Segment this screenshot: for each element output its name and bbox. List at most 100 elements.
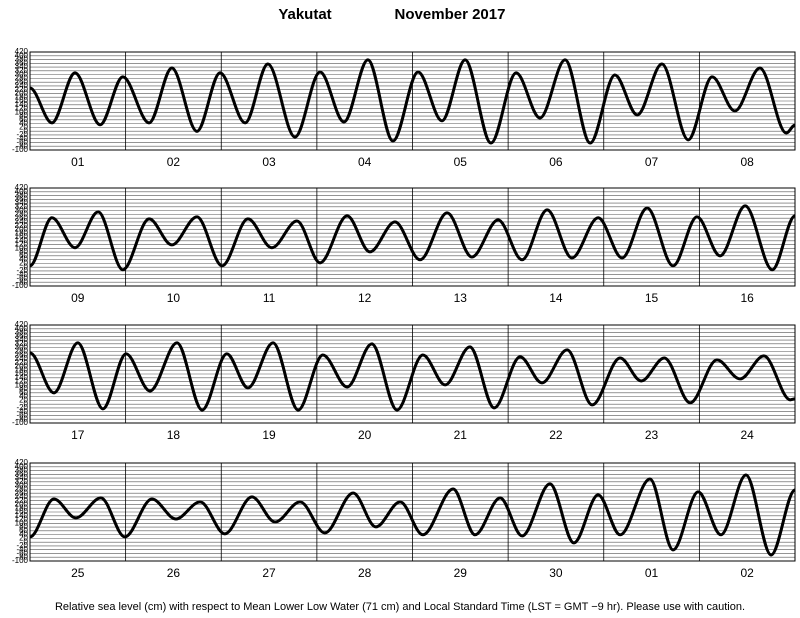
x-tick-label: 26 bbox=[167, 566, 181, 580]
y-tick-label: 140 bbox=[15, 373, 29, 382]
y-tick-label: -100 bbox=[12, 281, 29, 290]
y-tick-label: 220 bbox=[15, 221, 29, 230]
x-tick-label: 10 bbox=[167, 291, 181, 305]
y-tick-label: 20 bbox=[19, 122, 28, 131]
y-tick-label: 0 bbox=[24, 399, 29, 408]
y-tick-label: 180 bbox=[15, 503, 29, 512]
y-tick-label: -40 bbox=[16, 134, 28, 143]
x-tick-label: 01 bbox=[645, 566, 659, 580]
month-title: November 2017 bbox=[395, 6, 506, 23]
x-tick-label: 22 bbox=[549, 428, 563, 442]
y-tick-label: 160 bbox=[15, 369, 29, 378]
y-tick-label: 280 bbox=[15, 346, 29, 355]
x-tick-label: 25 bbox=[71, 566, 85, 580]
y-tick-label: -20 bbox=[16, 266, 28, 275]
y-tick-label: 180 bbox=[15, 92, 29, 101]
x-tick-label: 24 bbox=[741, 428, 755, 442]
y-tick-label: 380 bbox=[15, 466, 29, 475]
x-tick-label: 11 bbox=[263, 291, 276, 305]
y-tick-label: 140 bbox=[15, 511, 29, 520]
y-tick-label: 80 bbox=[19, 522, 28, 531]
y-tick-label: 120 bbox=[15, 240, 29, 249]
y-tick-label: -80 bbox=[16, 277, 28, 286]
x-tick-label: 18 bbox=[167, 428, 181, 442]
y-tick-label: 220 bbox=[15, 358, 29, 367]
y-tick-label: 120 bbox=[15, 377, 29, 386]
y-tick-label: -40 bbox=[16, 270, 28, 279]
y-tick-label: 320 bbox=[15, 339, 29, 348]
x-tick-label: 28 bbox=[358, 566, 372, 580]
y-tick-label: 420 bbox=[15, 458, 29, 467]
plot-frame bbox=[29, 51, 796, 151]
y-tick-label: 140 bbox=[15, 236, 29, 245]
y-tick-label: 360 bbox=[15, 58, 29, 67]
tide-curve bbox=[29, 473, 797, 557]
y-tick-label: -40 bbox=[16, 407, 28, 416]
y-tick-label: 60 bbox=[19, 115, 28, 124]
y-tick-label: 60 bbox=[19, 526, 28, 535]
y-tick-label: 200 bbox=[15, 500, 29, 509]
y-tick-label: 40 bbox=[19, 392, 28, 401]
y-tick-label: 240 bbox=[15, 81, 29, 90]
y-tick-label: 360 bbox=[15, 194, 29, 203]
y-tick-label: 400 bbox=[15, 324, 29, 333]
x-tick-label: 21 bbox=[454, 428, 468, 442]
y-tick-label: 260 bbox=[15, 488, 29, 497]
y-tick-label: 280 bbox=[15, 484, 29, 493]
x-tick-label: 12 bbox=[358, 291, 372, 305]
y-tick-label: 120 bbox=[15, 104, 29, 113]
y-tick-label: 20 bbox=[19, 533, 28, 542]
y-tick-label: 140 bbox=[15, 100, 29, 109]
y-tick-label: -100 bbox=[12, 418, 29, 427]
x-tick-label: 08 bbox=[741, 155, 755, 169]
y-tick-label: 100 bbox=[15, 107, 29, 116]
x-tick-label: 07 bbox=[645, 155, 659, 169]
y-tick-label: 0 bbox=[24, 262, 29, 271]
y-tick-label: -80 bbox=[16, 414, 28, 423]
y-tick-label: 300 bbox=[15, 343, 29, 352]
y-tick-label: 400 bbox=[15, 462, 29, 471]
x-tick-label: 01 bbox=[71, 155, 85, 169]
y-tick-label: 340 bbox=[15, 335, 29, 344]
y-tick-label: 320 bbox=[15, 66, 29, 75]
x-tick-label: 03 bbox=[262, 155, 276, 169]
y-tick-label: 120 bbox=[15, 515, 29, 524]
tide-curve bbox=[29, 341, 796, 412]
y-tick-label: -100 bbox=[12, 556, 29, 565]
y-tick-label: 340 bbox=[15, 473, 29, 482]
y-tick-label: -60 bbox=[16, 274, 28, 283]
x-tick-label: 13 bbox=[454, 291, 468, 305]
y-tick-label: 0 bbox=[24, 126, 29, 135]
y-tick-label: 300 bbox=[15, 70, 29, 79]
y-tick-label: -100 bbox=[12, 145, 29, 154]
y-tick-label: 280 bbox=[15, 73, 29, 82]
y-tick-label: 160 bbox=[15, 232, 29, 241]
x-tick-label: 05 bbox=[454, 155, 468, 169]
x-tick-label: 23 bbox=[645, 428, 659, 442]
y-tick-label: 80 bbox=[19, 384, 28, 393]
y-tick-label: -80 bbox=[16, 141, 28, 150]
x-tick-label: 02 bbox=[167, 155, 181, 169]
y-tick-label: 360 bbox=[15, 469, 29, 478]
x-tick-label: 29 bbox=[454, 566, 468, 580]
y-tick-label: 320 bbox=[15, 202, 29, 211]
x-tick-label: 20 bbox=[358, 428, 372, 442]
y-tick-label: 420 bbox=[15, 183, 29, 192]
y-tick-label: 80 bbox=[19, 111, 28, 120]
y-tick-label: 60 bbox=[19, 251, 28, 260]
tide-curve bbox=[29, 58, 796, 145]
y-tick-label: 40 bbox=[19, 530, 28, 539]
y-tick-label: -60 bbox=[16, 411, 28, 420]
y-tick-label: 400 bbox=[15, 187, 29, 196]
y-tick-label: 100 bbox=[15, 243, 29, 252]
x-tick-label: 14 bbox=[549, 291, 563, 305]
y-tick-label: 320 bbox=[15, 477, 29, 486]
y-tick-label: 380 bbox=[15, 191, 29, 200]
y-tick-label: 40 bbox=[19, 255, 28, 264]
y-tick-label: -20 bbox=[16, 130, 28, 139]
y-tick-label: 380 bbox=[15, 328, 29, 337]
y-tick-label: 220 bbox=[15, 85, 29, 94]
y-tick-label: -80 bbox=[16, 552, 28, 561]
y-tick-label: 340 bbox=[15, 62, 29, 71]
